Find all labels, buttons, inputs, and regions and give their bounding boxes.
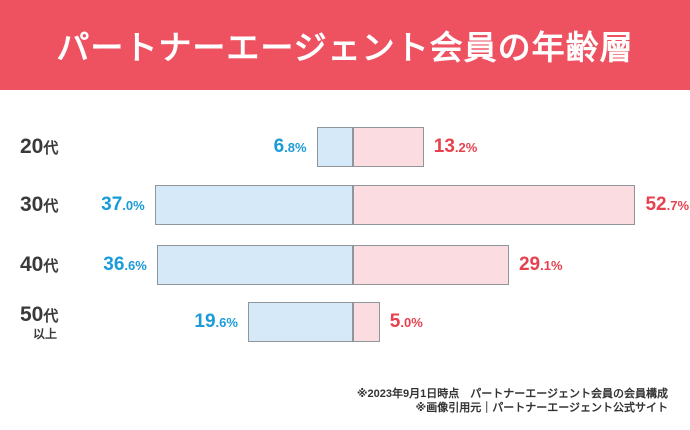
left-bar <box>247 302 353 342</box>
right-bar <box>353 302 380 342</box>
source-note: ※2023年9月1日時点 パートナーエージェント会員の会員構成 ※画像引用元｜パ… <box>357 387 668 415</box>
right-bar <box>353 245 509 285</box>
left-bar <box>156 245 353 285</box>
right-percent-label: 13.2% <box>433 136 478 157</box>
chart-row-30s: 30代 37.0% 52.7% <box>0 185 690 225</box>
category-label: 40代 <box>20 245 58 285</box>
category-text: 40 <box>20 252 44 276</box>
category-suffix: 代 <box>43 139 59 157</box>
age-bar-chart: 20代 6.8% 13.2% 30代 37.0% 52.7% 40代 36.6% <box>0 90 690 430</box>
page-title: パートナーエージェント会員の年齢層 <box>56 29 634 66</box>
category-label: 50代 以上 <box>20 302 58 342</box>
source-note-line2: ※画像引用元｜パートナーエージェント公式サイト <box>415 402 668 414</box>
source-note-line1: ※2023年9月1日時点 パートナーエージェント会員の会員構成 <box>356 388 668 400</box>
left-bar <box>154 185 353 225</box>
category-label: 20代 <box>20 127 58 167</box>
left-percent-label: 6.8% <box>273 136 307 157</box>
category-text: 50 <box>20 302 44 326</box>
chart-row-20s: 20代 6.8% 13.2% <box>0 127 690 167</box>
right-percent-label: 29.1% <box>518 254 563 275</box>
category-text: 20 <box>20 134 44 158</box>
title-banner: パートナーエージェント会員の年齢層 <box>0 0 690 90</box>
chart-row-50s-plus: 50代 以上 19.6% 5.0% <box>0 302 690 342</box>
category-subtext: 以上 <box>33 326 58 341</box>
category-suffix: 代 <box>43 257 59 275</box>
left-percent-label: 19.6% <box>194 311 238 332</box>
left-percent-label: 36.6% <box>103 254 147 275</box>
right-bar <box>353 185 636 225</box>
left-bar <box>316 127 353 167</box>
right-percent-label: 5.0% <box>389 311 423 332</box>
right-bar <box>353 127 424 167</box>
left-percent-label: 37.0% <box>101 194 145 215</box>
category-suffix: 代 <box>43 197 59 215</box>
category-suffix: 代 <box>43 307 59 325</box>
category-label: 30代 <box>20 185 58 225</box>
chart-row-40s: 40代 36.6% 29.1% <box>0 245 690 285</box>
category-text: 30 <box>20 192 44 216</box>
right-percent-label: 52.7% <box>645 194 690 215</box>
